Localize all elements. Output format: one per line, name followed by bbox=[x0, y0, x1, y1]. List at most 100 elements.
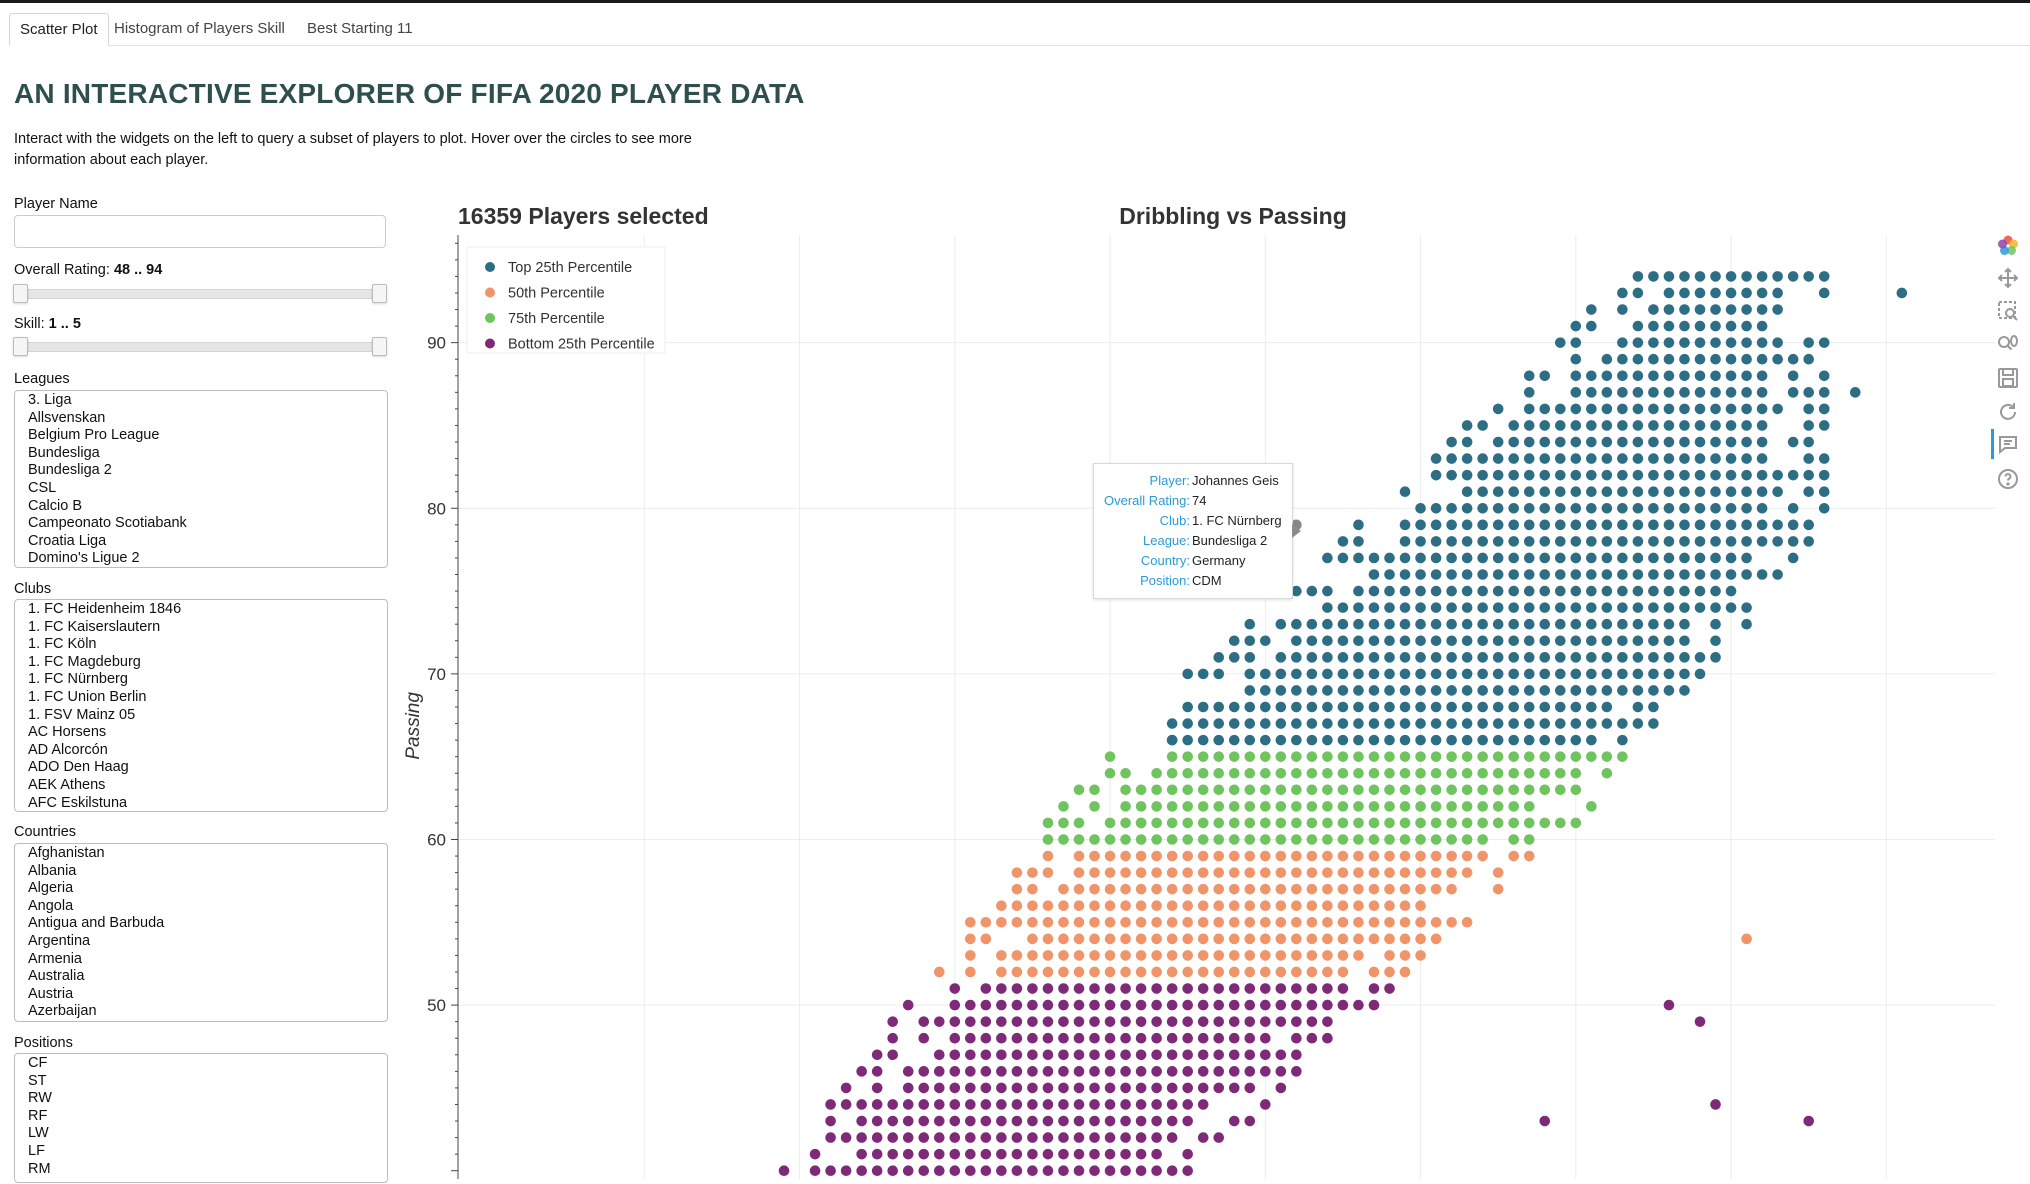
data-point[interactable] bbox=[949, 1148, 961, 1160]
data-point[interactable] bbox=[1741, 618, 1752, 630]
data-point[interactable] bbox=[1042, 1082, 1054, 1094]
data-point[interactable] bbox=[1461, 552, 1473, 564]
data-point[interactable] bbox=[1291, 900, 1302, 912]
data-point[interactable] bbox=[1228, 718, 1240, 729]
data-point[interactable] bbox=[1058, 900, 1069, 912]
data-point[interactable] bbox=[1725, 436, 1737, 448]
data-point[interactable] bbox=[1213, 916, 1225, 928]
data-point[interactable] bbox=[1275, 668, 1287, 680]
data-point[interactable] bbox=[1430, 883, 1442, 895]
data-point[interactable] bbox=[1632, 618, 1644, 630]
data-point[interactable] bbox=[1415, 502, 1426, 514]
data-point[interactable] bbox=[1291, 867, 1302, 878]
box-zoom-icon[interactable] bbox=[1996, 299, 2020, 323]
data-point[interactable] bbox=[1492, 469, 1504, 481]
data-point[interactable] bbox=[1508, 834, 1520, 845]
data-point[interactable] bbox=[1617, 685, 1628, 696]
data-point[interactable] bbox=[1586, 486, 1597, 498]
data-point[interactable] bbox=[1679, 569, 1690, 580]
data-point[interactable] bbox=[1554, 701, 1566, 713]
data-point[interactable] bbox=[1384, 900, 1395, 912]
data-point[interactable] bbox=[1120, 966, 1131, 978]
data-point[interactable] bbox=[1368, 784, 1380, 796]
data-point[interactable] bbox=[1322, 950, 1333, 961]
country-option[interactable]: Angola bbox=[28, 897, 74, 914]
data-point[interactable] bbox=[1151, 1049, 1162, 1061]
data-point[interactable] bbox=[856, 1165, 867, 1177]
data-point[interactable] bbox=[1461, 767, 1473, 779]
data-point[interactable] bbox=[1306, 718, 1318, 729]
data-point[interactable] bbox=[1182, 900, 1193, 912]
data-point[interactable] bbox=[1741, 271, 1752, 282]
data-point[interactable] bbox=[1570, 685, 1582, 696]
data-point[interactable] bbox=[1787, 469, 1799, 481]
data-point[interactable] bbox=[1322, 867, 1333, 878]
data-point[interactable] bbox=[1011, 900, 1023, 912]
data-point[interactable] bbox=[1570, 536, 1582, 547]
data-point[interactable] bbox=[949, 1016, 961, 1027]
data-point[interactable] bbox=[1477, 585, 1488, 597]
data-point[interactable] bbox=[933, 1049, 945, 1061]
data-point[interactable] bbox=[871, 1115, 883, 1127]
data-point[interactable] bbox=[1042, 1049, 1054, 1061]
data-point[interactable] bbox=[1322, 801, 1333, 812]
data-point[interactable] bbox=[1508, 635, 1520, 647]
data-point[interactable] bbox=[1539, 469, 1551, 481]
data-point[interactable] bbox=[1415, 585, 1426, 597]
data-point[interactable] bbox=[1477, 552, 1488, 564]
data-point[interactable] bbox=[1570, 387, 1582, 398]
data-point[interactable] bbox=[1368, 817, 1380, 829]
data-point[interactable] bbox=[1710, 453, 1721, 464]
data-point[interactable] bbox=[1617, 486, 1628, 498]
data-point[interactable] bbox=[1710, 519, 1721, 531]
data-point[interactable] bbox=[980, 1132, 992, 1143]
data-point[interactable] bbox=[1586, 387, 1597, 398]
club-option[interactable]: ADO Den Haag bbox=[28, 759, 129, 776]
data-point[interactable] bbox=[1384, 801, 1395, 812]
data-point[interactable] bbox=[1430, 502, 1442, 514]
data-point[interactable] bbox=[1694, 453, 1706, 464]
data-point[interactable] bbox=[1166, 999, 1178, 1011]
data-point[interactable] bbox=[1617, 370, 1628, 382]
data-point[interactable] bbox=[1772, 486, 1783, 498]
data-point[interactable] bbox=[1104, 1132, 1116, 1143]
data-point[interactable] bbox=[1539, 453, 1551, 464]
data-point[interactable] bbox=[1228, 801, 1240, 812]
data-point[interactable] bbox=[1322, 999, 1333, 1011]
data-point[interactable] bbox=[1120, 900, 1131, 912]
data-point[interactable] bbox=[1368, 618, 1380, 630]
data-point[interactable] bbox=[902, 1066, 914, 1077]
data-point[interactable] bbox=[1135, 1066, 1147, 1077]
legend-swatch[interactable] bbox=[485, 262, 495, 272]
data-point[interactable] bbox=[1461, 519, 1473, 531]
data-point[interactable] bbox=[1725, 552, 1737, 564]
data-point[interactable] bbox=[1353, 867, 1364, 878]
data-point[interactable] bbox=[1228, 751, 1240, 762]
data-point[interactable] bbox=[1461, 652, 1473, 663]
pan-icon[interactable] bbox=[1996, 266, 2020, 290]
data-point[interactable] bbox=[1787, 370, 1799, 382]
data-point[interactable] bbox=[1430, 834, 1442, 845]
data-point[interactable] bbox=[1384, 569, 1395, 580]
data-point[interactable] bbox=[871, 1082, 883, 1094]
data-point[interactable] bbox=[1213, 900, 1225, 912]
data-point[interactable] bbox=[1679, 635, 1690, 647]
data-point[interactable] bbox=[1244, 1115, 1256, 1127]
data-point[interactable] bbox=[1166, 933, 1178, 945]
data-point[interactable] bbox=[1291, 784, 1302, 796]
data-point[interactable] bbox=[1430, 602, 1442, 613]
data-point[interactable] bbox=[1182, 983, 1193, 994]
data-point[interactable] bbox=[1182, 966, 1193, 978]
data-point[interactable] bbox=[1570, 701, 1582, 713]
data-point[interactable] bbox=[1446, 718, 1457, 729]
data-point[interactable] bbox=[1306, 652, 1318, 663]
data-point[interactable] bbox=[1384, 983, 1395, 994]
data-point[interactable] bbox=[825, 1132, 836, 1143]
data-point[interactable] bbox=[1322, 552, 1333, 564]
data-point[interactable] bbox=[1415, 801, 1426, 812]
data-point[interactable] bbox=[1011, 883, 1023, 895]
data-point[interactable] bbox=[1725, 403, 1737, 415]
data-point[interactable] bbox=[887, 1032, 899, 1044]
data-point[interactable] bbox=[1554, 502, 1566, 514]
data-point[interactable] bbox=[1089, 933, 1100, 945]
